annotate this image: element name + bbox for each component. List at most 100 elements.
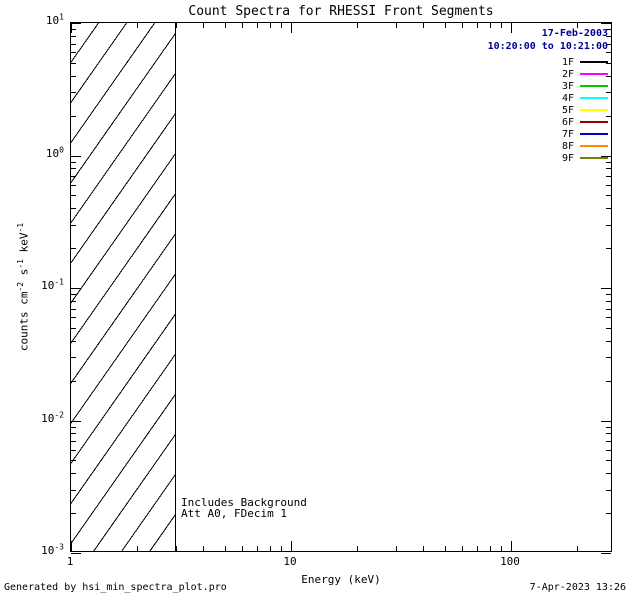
tick-mark <box>477 546 478 551</box>
legend-label: 3F <box>561 80 574 92</box>
tick-mark <box>606 29 611 30</box>
legend: 17-Feb-2003 10:20:00 to 10:21:00 1F 2F 3F 4… <box>488 27 608 164</box>
hatched-region <box>71 23 176 551</box>
y-tick-label: 101 <box>26 13 64 28</box>
x-tick-label: 1 <box>66 555 74 568</box>
y-axis-label-text: counts cm <box>17 291 31 352</box>
legend-row: 6F <box>562 116 608 128</box>
tick-mark <box>71 301 76 302</box>
tick-mark <box>606 208 611 209</box>
tick-label-base: 10 <box>41 412 55 425</box>
legend-row: 7F <box>562 128 608 140</box>
tick-mark <box>71 473 76 474</box>
tick-mark <box>71 92 76 93</box>
tick-mark <box>423 546 424 551</box>
tick-mark <box>462 23 463 28</box>
tick-mark <box>137 546 138 551</box>
tick-mark <box>71 52 76 53</box>
tick-mark <box>281 546 282 551</box>
legend-time-range: 10:20:00 to 10:21:00 <box>487 41 608 52</box>
tick-mark <box>606 441 611 442</box>
legend-row: 5F <box>562 104 608 116</box>
tick-mark <box>601 288 611 289</box>
tick-mark <box>601 553 611 554</box>
tick-mark <box>511 23 512 33</box>
tick-mark <box>71 450 76 451</box>
tick-mark <box>606 185 611 186</box>
tick-mark <box>577 546 578 551</box>
tick-mark <box>71 490 76 491</box>
tick-label-exponent: 0 <box>59 145 64 155</box>
y-axis-label-exponent: -1 <box>15 259 25 269</box>
tick-mark <box>242 23 243 28</box>
tick-mark <box>71 44 76 45</box>
tick-mark <box>203 546 204 551</box>
tick-mark <box>606 162 611 163</box>
legend-label: 7F <box>561 128 574 140</box>
tick-mark <box>71 441 76 442</box>
tick-mark <box>71 421 81 422</box>
tick-mark <box>606 168 611 169</box>
tick-mark <box>71 294 76 295</box>
tick-mark <box>71 225 76 226</box>
tick-label-base: 10 <box>45 14 60 27</box>
legend-label: 1F <box>561 56 574 68</box>
tick-mark <box>71 248 76 249</box>
tick-mark <box>270 546 271 551</box>
legend-color-line <box>580 61 608 63</box>
tick-mark <box>501 546 502 551</box>
tick-mark <box>71 357 76 358</box>
tick-mark <box>203 23 204 28</box>
tick-mark <box>445 23 446 28</box>
tick-mark <box>71 341 76 342</box>
tick-mark <box>601 156 611 157</box>
tick-mark <box>606 473 611 474</box>
tick-mark <box>396 23 397 28</box>
tick-label-base: 10 <box>45 147 60 160</box>
legend-label: 6F <box>561 116 574 128</box>
legend-color-line <box>580 133 608 135</box>
legend-label: 2F <box>561 68 574 80</box>
tick-mark <box>71 309 76 310</box>
tick-mark <box>176 546 177 551</box>
tick-mark <box>606 427 611 428</box>
tick-mark <box>71 185 76 186</box>
tick-mark <box>71 328 76 329</box>
legend-color-line <box>580 97 608 99</box>
tick-mark <box>606 460 611 461</box>
tick-mark <box>71 513 76 514</box>
x-axis-label: Energy (keV) <box>301 573 381 586</box>
tick-mark <box>606 433 611 434</box>
annotation-attenuator-state: Att A0, FDecim 1 <box>181 507 287 520</box>
tick-mark <box>270 23 271 28</box>
tick-mark <box>577 23 578 28</box>
tick-label-exponent: -1 <box>54 277 64 287</box>
tick-mark <box>257 546 258 551</box>
tick-mark <box>606 76 611 77</box>
tick-mark <box>225 23 226 28</box>
legend-date: 17-Feb-2003 <box>541 28 608 39</box>
tick-mark <box>606 328 611 329</box>
tick-mark <box>71 36 76 37</box>
legend-row: 3F <box>562 80 608 92</box>
legend-label: 5F <box>561 104 574 116</box>
tick-mark <box>396 546 397 551</box>
tick-mark <box>357 23 358 28</box>
tick-mark <box>71 195 76 196</box>
tick-mark <box>606 225 611 226</box>
tick-mark <box>423 23 424 28</box>
tick-mark <box>71 168 76 169</box>
tick-mark <box>606 63 611 64</box>
tick-mark <box>71 288 81 289</box>
legend-label: 4F <box>561 92 574 104</box>
y-tick-label: 10-3 <box>26 543 64 558</box>
tick-mark <box>601 23 611 24</box>
legend-label: 9F <box>561 152 574 164</box>
legend-color-line <box>580 73 608 75</box>
tick-mark <box>606 309 611 310</box>
tick-mark <box>71 427 76 428</box>
tick-mark <box>176 23 177 28</box>
tick-label-base: 10 <box>41 544 55 557</box>
y-axis-label-exponent: -2 <box>15 281 25 292</box>
